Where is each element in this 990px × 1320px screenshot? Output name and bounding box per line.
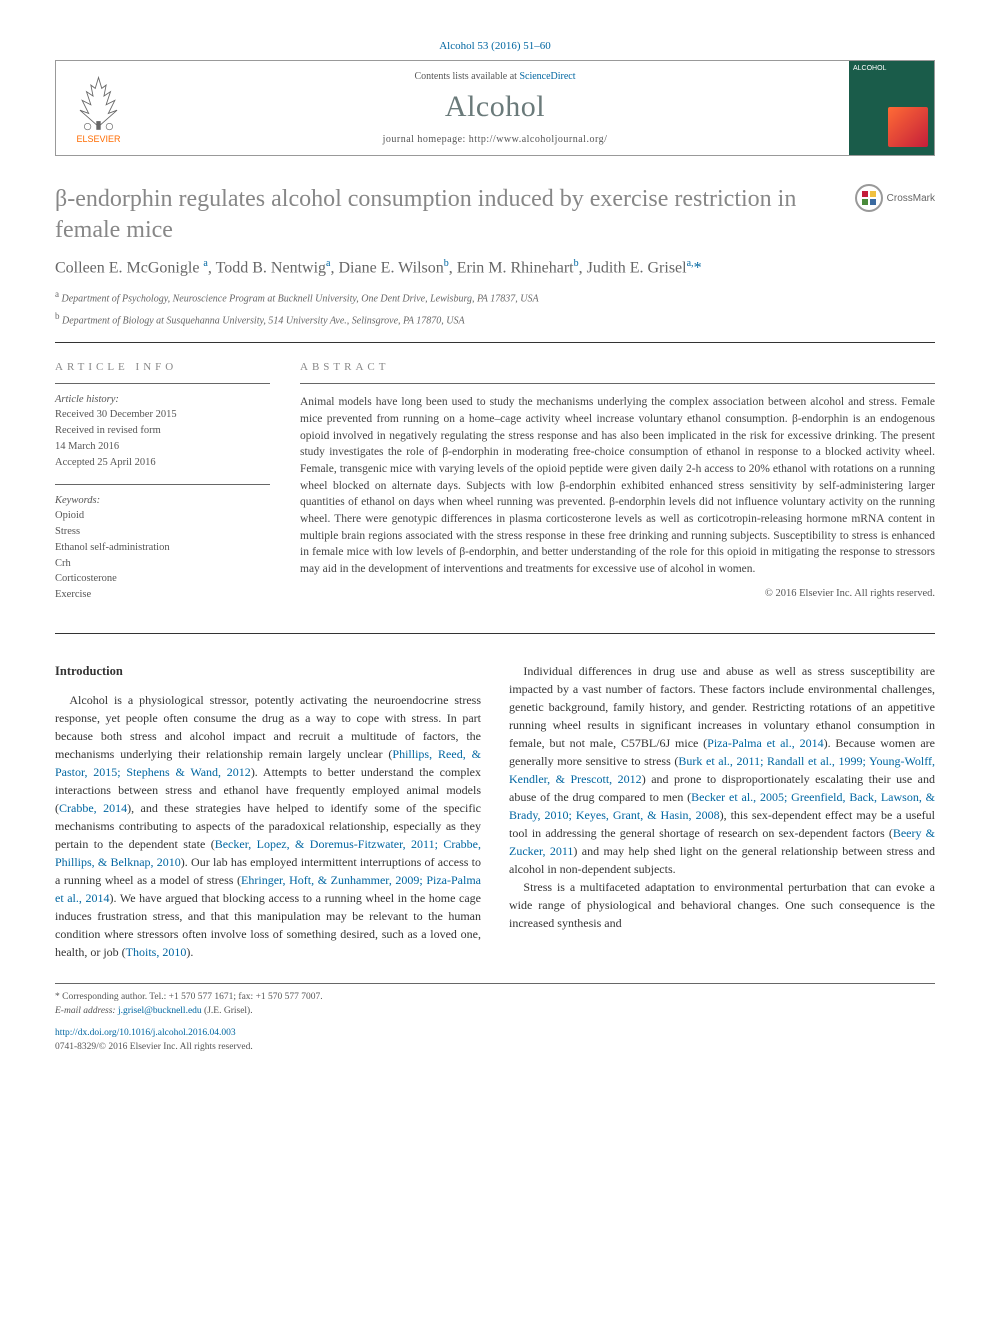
divider (55, 633, 935, 634)
history-line: Accepted 25 April 2016 (55, 455, 270, 471)
publisher-logo-block: ELSEVIER (56, 61, 141, 155)
title-row: β-endorphin regulates alcohol consumptio… (55, 184, 935, 246)
keyword: Ethanol self-administration (55, 540, 270, 556)
journal-header: ELSEVIER Contents lists available at Sci… (55, 60, 935, 156)
header-center: Contents lists available at ScienceDirec… (141, 61, 849, 155)
history-lines: Received 30 December 2015Received in rev… (55, 407, 270, 470)
affiliations: a Department of Psychology, Neuroscience… (55, 288, 935, 329)
info-abstract-row: ARTICLE INFO Article history: Received 3… (55, 361, 935, 603)
article-title: β-endorphin regulates alcohol consumptio… (55, 184, 855, 246)
article-info-col: ARTICLE INFO Article history: Received 3… (55, 361, 270, 603)
article-info-head: ARTICLE INFO (55, 361, 270, 373)
affiliation-line: b Department of Biology at Susquehanna U… (55, 310, 935, 328)
keyword: Stress (55, 524, 270, 540)
email-label: E-mail address: (55, 1006, 118, 1016)
citation-link[interactable]: Thoits, 2010 (126, 945, 187, 959)
email-suffix: (J.E. Grisel). (202, 1006, 253, 1016)
keyword: Crh (55, 556, 270, 572)
doi-link[interactable]: http://dx.doi.org/10.1016/j.alcohol.2016… (55, 1028, 236, 1038)
history-line: Received in revised form (55, 423, 270, 439)
intro-heading: Introduction (55, 662, 481, 681)
divider (55, 484, 270, 485)
abstract-head: ABSTRACT (300, 361, 935, 373)
affiliation-line: a Department of Psychology, Neuroscience… (55, 288, 935, 306)
homepage-line: journal homepage: http://www.alcoholjour… (141, 134, 849, 145)
citation: Alcohol 53 (2016) 51–60 (55, 40, 935, 52)
abstract-col: ABSTRACT Animal models have long been us… (300, 361, 935, 603)
keyword: Corticosterone (55, 571, 270, 587)
keyword: Exercise (55, 587, 270, 603)
citation-link[interactable]: Burk et al., 2011; Randall et al., 1999;… (509, 754, 935, 786)
contents-line: Contents lists available at ScienceDirec… (141, 71, 849, 82)
abstract-text: Animal models have long been used to stu… (300, 394, 935, 577)
history-line: Received 30 December 2015 (55, 407, 270, 423)
contents-prefix: Contents lists available at (414, 71, 519, 82)
crossmark-badge[interactable]: CrossMark (855, 184, 935, 212)
history-line: 14 March 2016 (55, 439, 270, 455)
crossmark-icon (855, 184, 883, 212)
journal-name: Alcohol (141, 90, 849, 124)
citation-link[interactable]: Piza-Palma et al., 2014 (707, 736, 823, 750)
corresponding-author: * Corresponding author. Tel.: +1 570 577… (55, 990, 935, 1004)
citation-link[interactable]: Becker et al., 2005; Greenfield, Back, L… (509, 790, 935, 822)
divider (55, 383, 270, 384)
cover-image-icon (888, 107, 928, 147)
email-link[interactable]: j.grisel@bucknell.edu (118, 1006, 202, 1016)
email-line: E-mail address: j.grisel@bucknell.edu (J… (55, 1004, 935, 1018)
history-head: Article history: (55, 394, 270, 405)
citation-link[interactable]: Beery & Zucker, 2011 (509, 826, 935, 858)
abstract-copyright: © 2016 Elsevier Inc. All rights reserved… (300, 588, 935, 599)
citation-link[interactable]: Becker, Lopez, & Doremus-Fitzwater, 2011… (55, 837, 481, 869)
keyword: Opioid (55, 508, 270, 524)
crossmark-label: CrossMark (887, 193, 935, 204)
cover-thumbnail: ALCOHOL (849, 61, 934, 155)
cover-label: ALCOHOL (849, 61, 934, 76)
authors: Colleen E. McGonigle a, Todd B. Nentwiga… (55, 258, 935, 277)
elsevier-tree-icon (71, 72, 126, 132)
intro-paragraph-3: Stress is a multifaceted adaptation to e… (509, 878, 935, 932)
publisher-name: ELSEVIER (76, 134, 120, 144)
homepage-prefix: journal homepage: (383, 134, 469, 145)
footer: * Corresponding author. Tel.: +1 570 577… (55, 983, 935, 1055)
doi-line: http://dx.doi.org/10.1016/j.alcohol.2016… (55, 1026, 935, 1040)
issn-copyright: 0741-8329/© 2016 Elsevier Inc. All right… (55, 1040, 935, 1054)
sciencedirect-link[interactable]: ScienceDirect (519, 71, 575, 82)
citation-link[interactable]: Crabbe, 2014 (59, 801, 127, 815)
body-text: Introduction Alcohol is a physiological … (55, 662, 935, 961)
divider (300, 383, 935, 384)
intro-paragraph-1: Alcohol is a physiological stressor, pot… (55, 691, 481, 961)
citation-link[interactable]: Ehringer, Hoft, & Zunhammer, 2009; Piza-… (55, 873, 481, 905)
citation-link[interactable]: Phillips, Reed, & Pastor, 2015; Stephens… (55, 747, 481, 779)
page-container: Alcohol 53 (2016) 51–60 ELSEVIER Content… (0, 0, 990, 1095)
intro-paragraph-2: Individual differences in drug use and a… (509, 662, 935, 878)
divider (55, 342, 935, 343)
keywords-head: Keywords: (55, 495, 270, 506)
keyword-lines: OpioidStressEthanol self-administrationC… (55, 508, 270, 603)
homepage-link[interactable]: http://www.alcoholjournal.org/ (469, 134, 608, 145)
